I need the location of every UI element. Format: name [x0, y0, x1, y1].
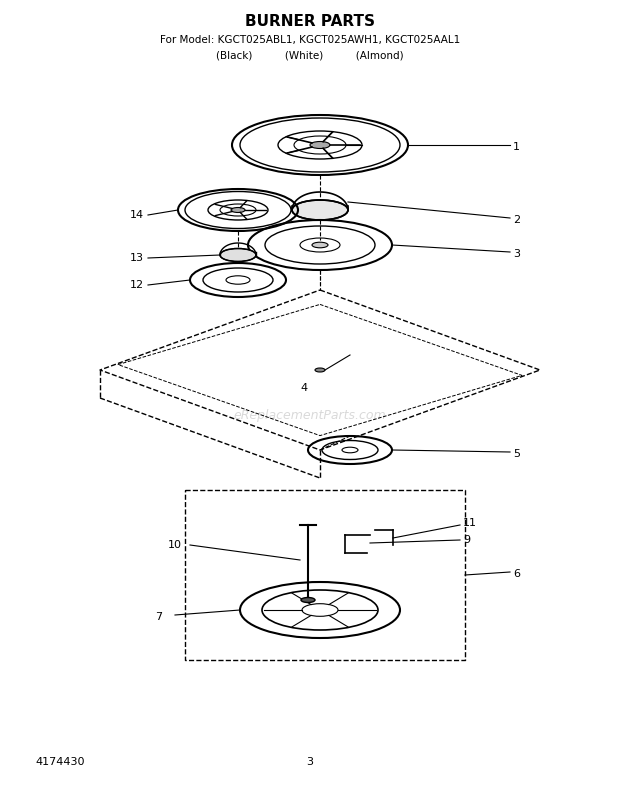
- Text: 2: 2: [513, 215, 520, 225]
- Text: eReplacementParts.com: eReplacementParts.com: [234, 409, 386, 421]
- Ellipse shape: [315, 368, 325, 372]
- Ellipse shape: [231, 208, 245, 212]
- Text: 6: 6: [513, 569, 520, 579]
- Text: 9: 9: [463, 535, 470, 545]
- Text: 4: 4: [300, 383, 307, 393]
- Text: 1: 1: [513, 142, 520, 152]
- Ellipse shape: [220, 248, 256, 262]
- Text: 7: 7: [155, 612, 162, 622]
- Text: 13: 13: [130, 253, 144, 263]
- Ellipse shape: [301, 597, 315, 603]
- Text: BURNER PARTS: BURNER PARTS: [245, 14, 375, 30]
- Text: 11: 11: [463, 518, 477, 528]
- Text: 3: 3: [513, 249, 520, 259]
- Text: 10: 10: [168, 540, 182, 550]
- Text: 14: 14: [130, 210, 144, 220]
- Text: 12: 12: [130, 280, 144, 290]
- Text: 5: 5: [513, 449, 520, 459]
- Ellipse shape: [292, 200, 348, 220]
- Text: For Model: KGCT025ABL1, KGCT025AWH1, KGCT025AAL1: For Model: KGCT025ABL1, KGCT025AWH1, KGC…: [160, 35, 460, 45]
- Text: (Black)          (White)          (Almond): (Black) (White) (Almond): [216, 50, 404, 60]
- Ellipse shape: [310, 141, 330, 149]
- Ellipse shape: [312, 242, 328, 248]
- Text: 3: 3: [306, 757, 314, 767]
- Text: 4174430: 4174430: [35, 757, 84, 767]
